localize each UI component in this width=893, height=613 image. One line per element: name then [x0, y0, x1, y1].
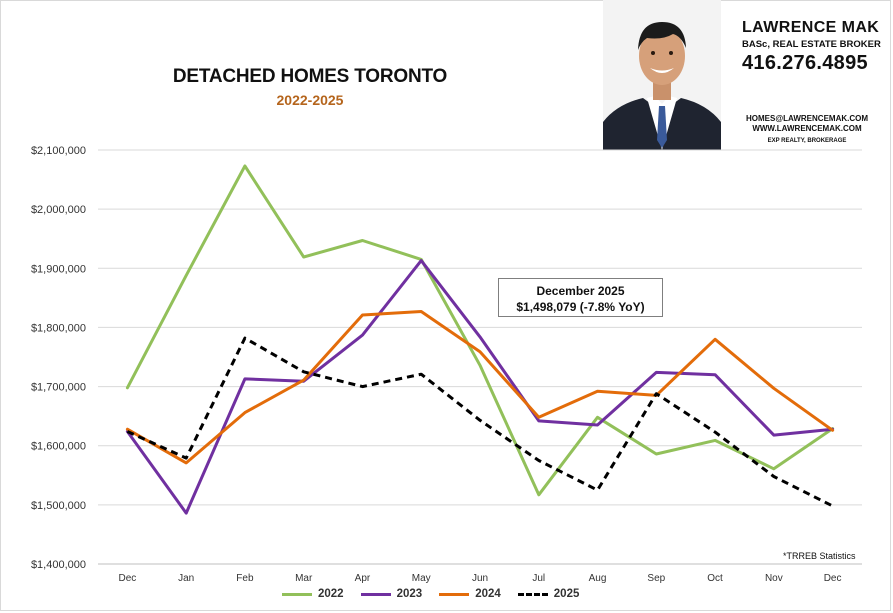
series-line-2023 — [125, 259, 835, 515]
y-tick-label: $1,600,000 — [31, 441, 86, 453]
chart-subtitle: 2022-2025 — [276, 92, 344, 108]
agent-brokerage: EXP REALTY, BROKERAGE — [767, 138, 847, 144]
legend-item-2024: 2024 — [439, 588, 501, 600]
x-tick-label: Nov — [765, 573, 783, 584]
series-line-2022 — [125, 164, 835, 497]
chart-legend: 2022 2023 2024 2025 — [282, 588, 596, 600]
legend-label: 2023 — [396, 588, 423, 600]
x-tick-label: Dec — [824, 573, 842, 584]
callout-line2: $1,498,079 (-7.8% YoY) — [516, 300, 645, 314]
x-tick-label: Jan — [178, 573, 194, 584]
agent-email: HOMES@LAWRENCEMAK.COM — [745, 114, 869, 123]
x-tick-label: Apr — [355, 573, 371, 584]
source-note: *TRREB Statistics — [783, 551, 856, 561]
x-tick-label: Dec — [118, 573, 136, 584]
agent-name: LAWRENCE MAK — [742, 19, 880, 36]
chart-title: DETACHED HOMES TORONTO — [172, 66, 448, 87]
x-tick-label: Aug — [589, 573, 607, 584]
legend-swatch — [439, 592, 470, 596]
legend-swatch — [282, 592, 312, 596]
legend-label: 2025 — [553, 588, 580, 600]
series-line-2024 — [125, 310, 835, 465]
agent-credentials: BASc, REAL ESTATE BROKER — [742, 39, 881, 50]
legend-item-2022: 2022 — [282, 588, 344, 600]
callout-box: December 2025 $1,498,079 (-7.8% YoY) — [498, 278, 663, 317]
y-tick-label: $1,500,000 — [31, 500, 86, 512]
x-tick-label: Mar — [295, 573, 313, 584]
y-tick-label: $1,800,000 — [31, 322, 86, 334]
x-tick-label: Jul — [532, 573, 545, 584]
y-tick-label: $2,100,000 — [31, 145, 86, 157]
legend-item-2023: 2023 — [360, 588, 423, 600]
x-tick-label: Jun — [472, 573, 488, 584]
x-tick-label: Sep — [647, 573, 665, 584]
y-tick-label: $2,000,000 — [31, 204, 86, 216]
legend-swatch — [360, 592, 391, 596]
callout-line1: December 2025 — [536, 284, 625, 298]
agent-website: WWW.LAWRENCEMAK.COM — [752, 124, 862, 133]
agent-photo — [603, 0, 721, 150]
legend-swatch — [517, 592, 548, 596]
agent-phone: 416.276.4895 — [742, 52, 868, 74]
legend-label: 2024 — [475, 588, 501, 600]
x-tick-label: Oct — [707, 573, 723, 584]
legend-label: 2022 — [318, 588, 344, 600]
x-tick-label: Feb — [236, 573, 254, 584]
x-tick-label: May — [412, 573, 431, 584]
y-tick-label: $1,900,000 — [31, 263, 86, 275]
y-tick-label: $1,700,000 — [31, 382, 86, 394]
legend-item-2025: 2025 — [517, 588, 580, 600]
y-tick-label: $1,400,000 — [31, 559, 86, 571]
series-line-2025 — [126, 336, 834, 508]
